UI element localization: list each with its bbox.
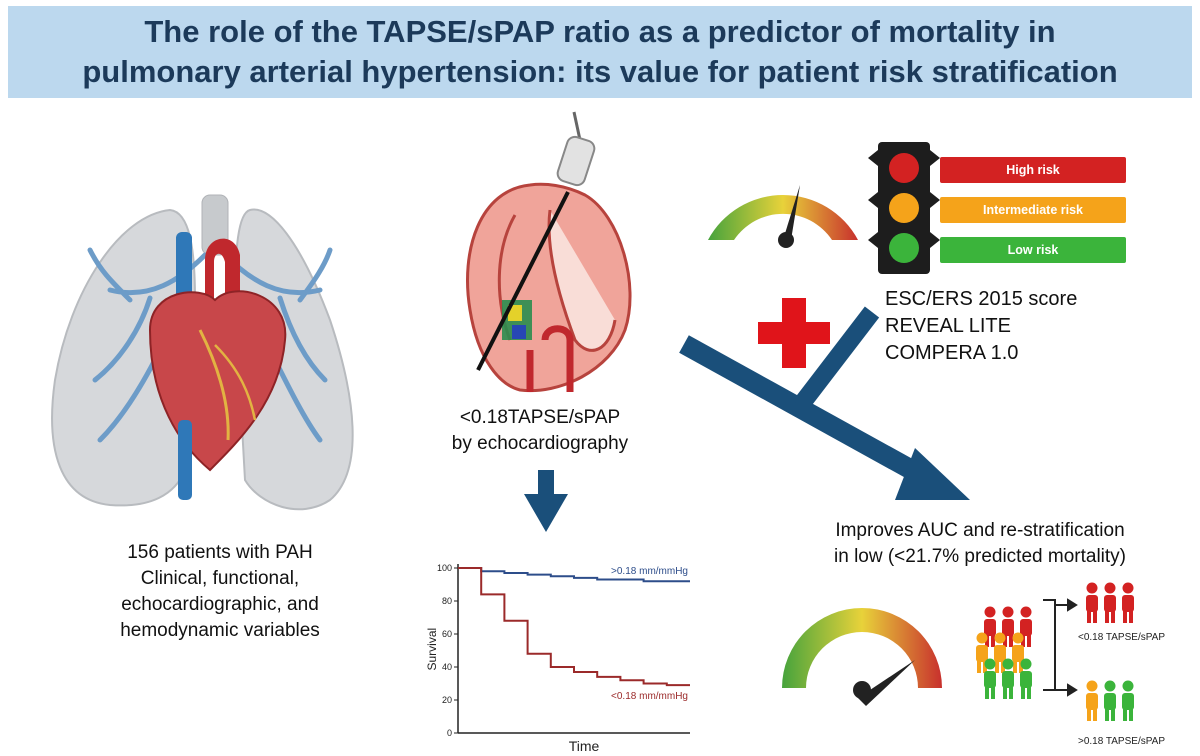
risk-bar-low: Low risk (940, 237, 1126, 263)
split-bracket (1043, 598, 1078, 697)
score-line-3: COMPERA 1.0 (885, 342, 1019, 364)
title-band: The role of the TAPSE/sPAP ratio as a pr… (8, 6, 1192, 98)
y-tick-label: 100 (437, 563, 452, 573)
improve-caption: Improves AUC and re-stratification in lo… (780, 518, 1180, 570)
person-icon (994, 632, 1006, 673)
group-label-low: <0.18 TAPSE/sPAP (1078, 632, 1165, 643)
y-tick-label: 60 (442, 629, 452, 639)
echo-caption: <0.18TAPSE/sPAP by echocardiography (405, 405, 675, 457)
plus-icon (758, 298, 830, 368)
title-line-2: pulmonary arterial hypertension: its val… (82, 54, 1118, 89)
survival-curve (458, 567, 690, 583)
person-icon (984, 606, 996, 647)
people-low-risk (1086, 680, 1134, 721)
lungs-heart-illustration (51, 194, 354, 511)
person-icon (1104, 582, 1116, 623)
risk-bar-intermediate: Intermediate risk (940, 197, 1126, 223)
cohort-caption: 156 patients with PAH Clinical, function… (60, 540, 380, 644)
traffic-light-icon (868, 142, 940, 274)
y-tick-label: 0 (447, 728, 452, 738)
scores-caption: ESC/ERS 2015 score REVEAL LITE COMPERA 1… (885, 286, 1105, 367)
person-icon (1012, 632, 1024, 673)
down-arrow (524, 470, 568, 532)
cohort-line-1: 156 patients with PAH (127, 542, 313, 563)
person-icon (1002, 606, 1014, 647)
person-icon (976, 632, 988, 673)
series-label: >0.18 mm/mmHg (611, 566, 688, 577)
person-icon (1122, 582, 1134, 623)
risk-bar-high: High risk (940, 157, 1126, 183)
series-label: <0.18 mm/mmHg (611, 691, 688, 702)
improve-line-1: Improves AUC and re-stratification (835, 520, 1125, 541)
person-icon (1122, 680, 1134, 721)
person-icon (1104, 680, 1116, 721)
cohort-line-2: Clinical, functional, (140, 568, 300, 589)
echo-illustration (466, 111, 632, 393)
person-icon (1086, 582, 1098, 623)
survival-curve (458, 567, 690, 687)
person-icon (1086, 680, 1098, 721)
gauge-top (708, 185, 858, 248)
y-axis-label: Survival (425, 628, 439, 671)
y-tick-label: 80 (442, 596, 452, 606)
person-icon (1020, 606, 1032, 647)
cohort-line-4: hemodynamic variables (120, 620, 320, 641)
person-icon (1020, 658, 1032, 699)
people-high-risk (1086, 582, 1134, 623)
merge-arrow (679, 306, 970, 500)
person-icon (984, 658, 996, 699)
people-crowd (976, 606, 1032, 699)
improve-line-2: in low (<21.7% predicted mortality) (834, 546, 1126, 567)
gauge-bottom (782, 608, 942, 706)
echo-line-1: <0.18TAPSE/sPAP (459, 407, 621, 428)
score-line-1: ESC/ERS 2015 score (885, 288, 1078, 310)
x-axis-label: Time (569, 738, 600, 754)
group-label-high: >0.18 TAPSE/sPAP (1078, 736, 1165, 747)
y-tick-label: 20 (442, 695, 452, 705)
person-icon (1002, 658, 1014, 699)
y-tick-label: 40 (442, 662, 452, 672)
echo-line-2: by echocardiography (451, 433, 629, 454)
score-line-2: REVEAL LITE (885, 315, 1011, 337)
cohort-line-3: echocardiographic, and (121, 594, 319, 615)
title-line-1: The role of the TAPSE/sPAP ratio as a pr… (144, 14, 1056, 49)
